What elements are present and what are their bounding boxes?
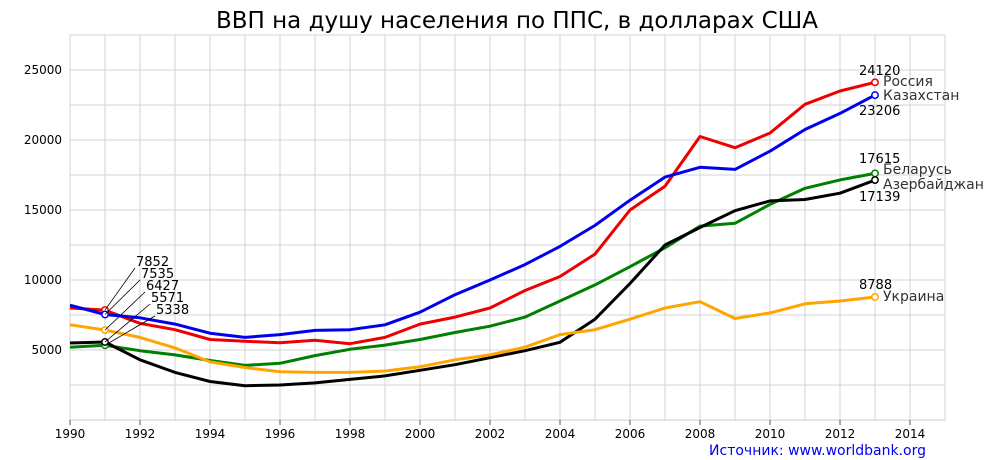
series-name-label: Азербайджан [883,177,984,193]
source-text: Источник: www.worldbank.org [709,443,926,459]
callout-leader [104,291,146,331]
x-tick-label: 2008 [685,427,716,441]
end-point-marker [871,169,879,178]
chart-title: ВВП на душу населения по ППС, в долларах… [216,8,818,34]
start-value-label: 5571 [151,291,184,306]
callout-leader [104,279,141,315]
start-value-label: 5338 [156,303,189,318]
start-value-label: 7535 [141,267,174,282]
y-tick-label: 15000 [24,203,62,217]
end-value-label: 23206 [859,104,900,119]
x-tick-label: 2006 [615,427,646,441]
callout-leader [104,267,136,311]
end-value-label: 8788 [859,278,892,293]
y-tick-label: 10000 [24,273,62,287]
end-point-marker [871,91,879,100]
x-tick-label: 1994 [195,427,226,441]
x-tick-label: 2004 [545,427,576,441]
x-tick-label: 2012 [825,427,856,441]
axes: 1990 1992 1994 1996 1998 2000 2002 2004 2006 2008… [24,63,925,441]
series-line-2 [69,171,876,367]
series-name-label: Украина [883,289,944,305]
series-line-3 [69,178,876,388]
start-value-label: 7852 [136,255,169,270]
plot-frame [69,34,946,421]
start-value-label: 6427 [146,279,179,294]
y-tick-label: 25000 [24,63,62,77]
x-tick-label: 1996 [265,427,296,441]
series-name-label: Беларусь [883,162,952,178]
x-tick-label: 2010 [755,427,786,441]
x-tick-label: 2002 [475,427,506,441]
end-point-marker [871,293,879,301]
end-value-label: 17139 [859,190,900,205]
series-line-0 [69,80,876,346]
series-name-label: Казахстан [883,88,959,104]
x-tick-label: 1992 [125,427,156,441]
end-value-label: 24120 [859,64,900,79]
series-group [69,78,879,388]
x-tick-label: 1990 [55,427,86,441]
y-tick-label: 20000 [24,133,62,147]
x-tick-label: 2000 [405,427,436,441]
x-tick-label: 2014 [895,427,926,441]
x-tick-label: 1998 [335,427,366,441]
y-tick-label: 5000 [31,343,62,357]
callout-leader [104,315,156,346]
series-name-label: Россия [883,74,933,90]
series-line-4 [69,295,876,374]
grid [69,34,946,421]
end-value-label: 17615 [859,152,900,167]
callout-leader [104,303,151,343]
series-line-1 [69,93,876,339]
end-point-marker [871,176,879,185]
end-point-marker [871,78,879,87]
